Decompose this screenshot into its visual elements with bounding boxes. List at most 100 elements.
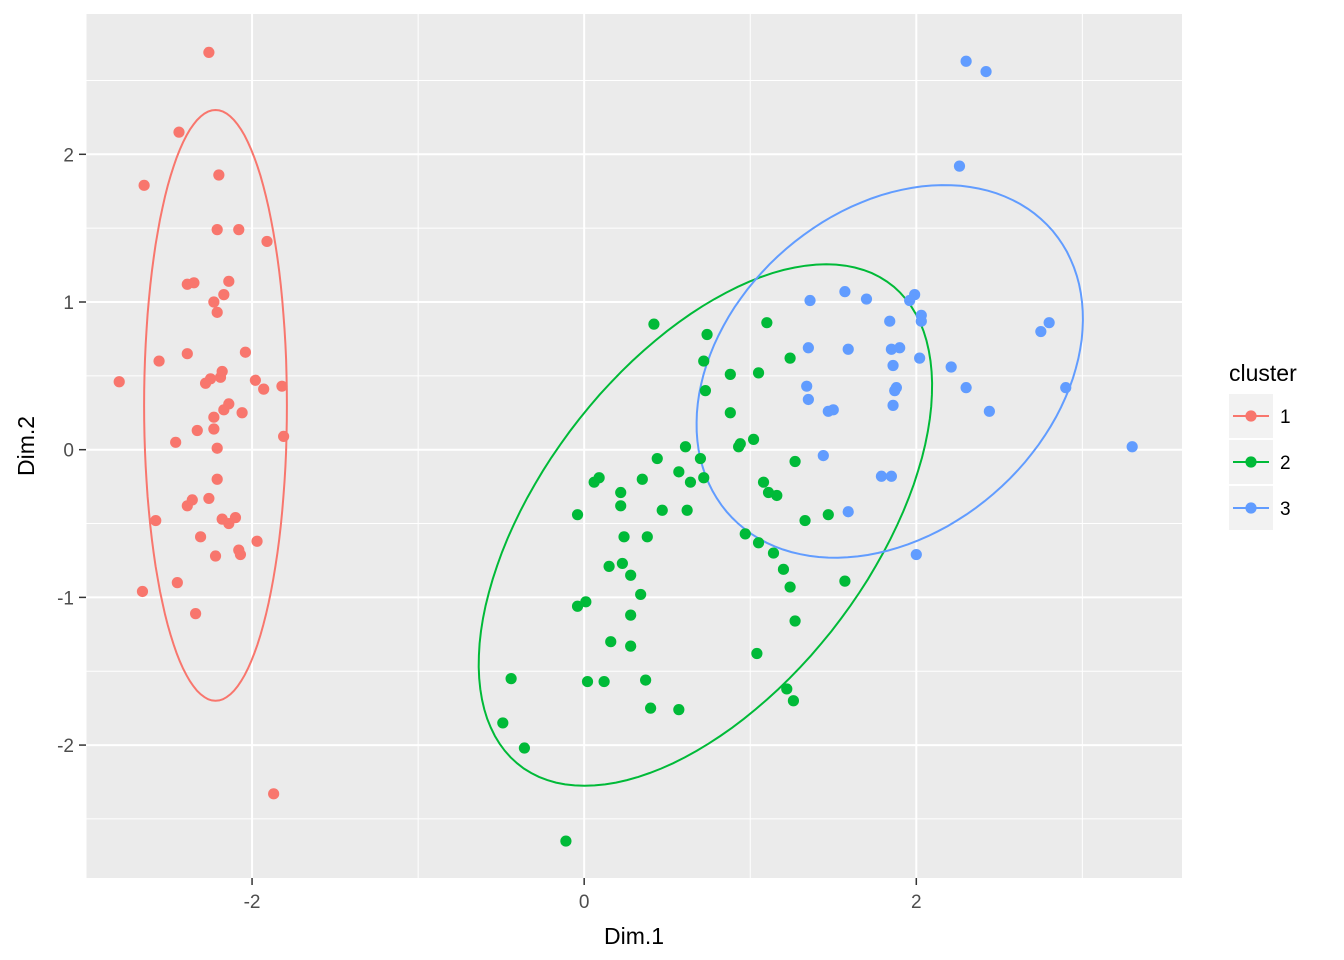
cluster-1-point xyxy=(203,46,215,59)
cluster-1-point xyxy=(209,550,222,562)
cluster-1-point xyxy=(136,585,149,598)
cluster-2-point xyxy=(784,352,796,364)
legend-key-point xyxy=(1245,410,1257,422)
cluster-1-point xyxy=(214,371,227,383)
cluster-3-point xyxy=(1126,441,1138,453)
cluster-2-point xyxy=(757,476,770,488)
cluster-1-point xyxy=(261,235,273,248)
cluster-2-ellipse xyxy=(477,263,934,787)
cluster-3-point xyxy=(884,315,896,327)
cluster-2-point xyxy=(679,441,692,453)
cluster-2-point xyxy=(781,683,793,695)
cluster-3-point xyxy=(983,405,995,417)
cluster-1-point xyxy=(211,224,223,236)
cluster-3-point xyxy=(885,343,897,355)
cluster-3-point xyxy=(842,343,854,355)
cluster-3-point xyxy=(1060,382,1072,394)
cluster-3-point xyxy=(960,55,972,67)
cluster-1-point xyxy=(223,275,235,287)
cluster-2-point xyxy=(625,609,637,621)
cluster-2-point xyxy=(777,563,790,575)
cluster-1-point xyxy=(234,548,247,561)
legend-label-2: 2 xyxy=(1280,453,1291,474)
cluster-2-point xyxy=(752,537,765,549)
y-tick-label: 2 xyxy=(63,145,74,166)
cluster-2-point xyxy=(752,367,765,379)
plot-panel xyxy=(86,14,1182,878)
cluster-3-point xyxy=(822,405,834,417)
cluster-1-point xyxy=(223,517,235,530)
cluster-2-point xyxy=(698,355,710,367)
cluster-2-point xyxy=(648,318,660,330)
cluster-1-point xyxy=(211,473,223,485)
cluster-2-point xyxy=(724,407,736,419)
legend: cluster 1 2 3 xyxy=(1229,360,1297,530)
cluster-2-point xyxy=(605,636,617,648)
cluster-2-point xyxy=(771,489,783,502)
cluster-2-point xyxy=(618,531,630,543)
cluster-1-point xyxy=(199,377,212,389)
x-tick-label: -2 xyxy=(244,892,261,913)
cluster-2-point xyxy=(673,704,685,716)
cluster-3-point xyxy=(1043,317,1055,329)
cluster-2-point xyxy=(724,368,736,380)
cluster-1-point xyxy=(249,374,261,386)
legend-title: cluster xyxy=(1229,360,1297,386)
cluster-2-point xyxy=(681,504,693,516)
cluster-2-point xyxy=(625,640,637,652)
cluster-2-point xyxy=(673,466,685,478)
cluster-2-point xyxy=(656,504,668,516)
cluster-2-point xyxy=(641,531,653,543)
cluster-3-point xyxy=(887,359,899,372)
cluster-3-point xyxy=(801,380,813,392)
cluster-2-point xyxy=(640,674,652,686)
cluster-1-point xyxy=(171,577,183,589)
legend-label-1: 1 xyxy=(1280,407,1291,428)
cluster-2-point xyxy=(799,514,811,527)
cluster-2-point xyxy=(789,615,801,627)
cluster-1-point xyxy=(236,407,248,419)
cluster-3-point xyxy=(915,315,927,327)
cluster-1-point xyxy=(203,492,215,505)
grid-minor xyxy=(85,14,1182,878)
y-axis: -2 -1 0 1 2 xyxy=(57,145,86,757)
cluster-1-point xyxy=(233,224,245,236)
cluster-3-point xyxy=(953,160,966,172)
cluster-3-point xyxy=(904,294,916,307)
cluster-1-point xyxy=(181,500,193,512)
cluster-1-point xyxy=(150,514,162,527)
y-tick-label: 0 xyxy=(63,441,74,462)
cluster-2-point xyxy=(789,455,801,468)
cluster-1-point xyxy=(194,531,207,543)
cluster-2-point xyxy=(581,675,594,688)
legend-key-point xyxy=(1245,502,1257,514)
cluster-3-point xyxy=(802,342,814,354)
cluster-1-point xyxy=(188,277,200,289)
cluster-2-point xyxy=(784,581,796,593)
cluster-3-point xyxy=(914,352,926,364)
cluster-2-point xyxy=(694,452,707,465)
cluster-3-point xyxy=(875,470,888,482)
cluster-2-point xyxy=(615,500,627,512)
cluster-1-point xyxy=(170,436,182,448)
cluster-3-point xyxy=(804,294,816,307)
cluster-2-point xyxy=(701,328,713,341)
cluster-2-point xyxy=(497,717,509,729)
cluster-1-point xyxy=(208,411,220,423)
cluster-1-point xyxy=(268,788,280,800)
cluster-3-point xyxy=(887,399,899,411)
cluster-2-point xyxy=(767,547,780,559)
cluster-1-point xyxy=(211,306,223,318)
y-tick-label: -1 xyxy=(57,588,74,609)
cluster-2-point xyxy=(645,702,657,714)
cluster-ellipses xyxy=(143,108,1084,787)
cluster-1-point xyxy=(251,535,263,547)
cluster-2-point xyxy=(822,509,834,521)
cluster-2-point xyxy=(747,433,760,445)
x-tick-label: 0 xyxy=(579,892,590,913)
cluster-1-point xyxy=(213,169,225,181)
cluster-2-point xyxy=(839,575,851,587)
cluster-3-point xyxy=(802,393,814,406)
cluster-3-point xyxy=(945,361,957,373)
